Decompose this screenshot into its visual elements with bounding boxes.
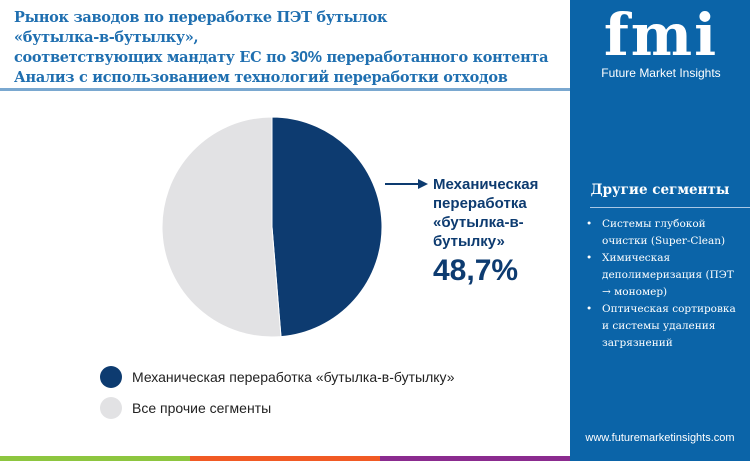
title-line-2a: соответствующих мандату ЕС по [14,49,291,66]
title-divider [0,88,570,91]
callout: Механическая переработка «бутылка-в-буты… [433,175,553,289]
legend-item: Механическая переработка «бутылка-в-буты… [100,366,454,388]
sidebar: fmi Future Market Insights Другие сегмен… [570,0,750,461]
callout-arrow-icon [418,179,428,189]
list-item: Оптическая сортировка и системы удаления… [580,301,745,352]
chart-title: Рынок заводов по переработке ПЭТ бутылок… [14,8,574,88]
legend-swatch [100,366,122,388]
fmi-logo: fmi Future Market Insights [596,6,726,80]
title-line-1: Рынок заводов по переработке ПЭТ бутылок… [14,9,388,46]
title-line-2: соответствующих мандату ЕС по 30% перера… [14,48,574,68]
pie-chart [161,116,428,338]
legend-swatch [100,397,122,419]
footer-bar-green [0,456,190,461]
sidebar-heading: Другие сегменты [590,182,730,198]
logo-mark: fmi [603,1,719,69]
pie-slice-0 [271,116,383,338]
segment-list: Системы глубокой очистки (Super-Clean) Х… [580,216,745,352]
list-item: Химическая деполимеризация (ПЭТ → мономе… [580,250,745,301]
legend-item: Все прочие сегменты [100,397,271,419]
title-line-2c: переработанного контента [321,49,549,66]
pie-slice-1 [161,116,282,338]
title-highlight: 30% [290,49,322,66]
footer-bar-orange [190,456,380,461]
sidebar-divider [590,207,750,208]
legend-label: Все прочие сегменты [132,400,272,416]
logo-text: Future Market Insights [601,66,721,80]
website-link[interactable]: www.futuremarketinsights.com [585,432,735,444]
list-item: Системы глубокой очистки (Super-Clean) [580,216,745,250]
footer-bar-purple [380,456,570,461]
legend-label: Механическая переработка «бутылка-в-буты… [132,369,455,385]
callout-label: Механическая переработка «бутылка-в-буты… [433,176,539,250]
title-line-3: Анализ с использованием технологий перер… [14,69,508,86]
callout-value: 48,7% [433,254,519,287]
